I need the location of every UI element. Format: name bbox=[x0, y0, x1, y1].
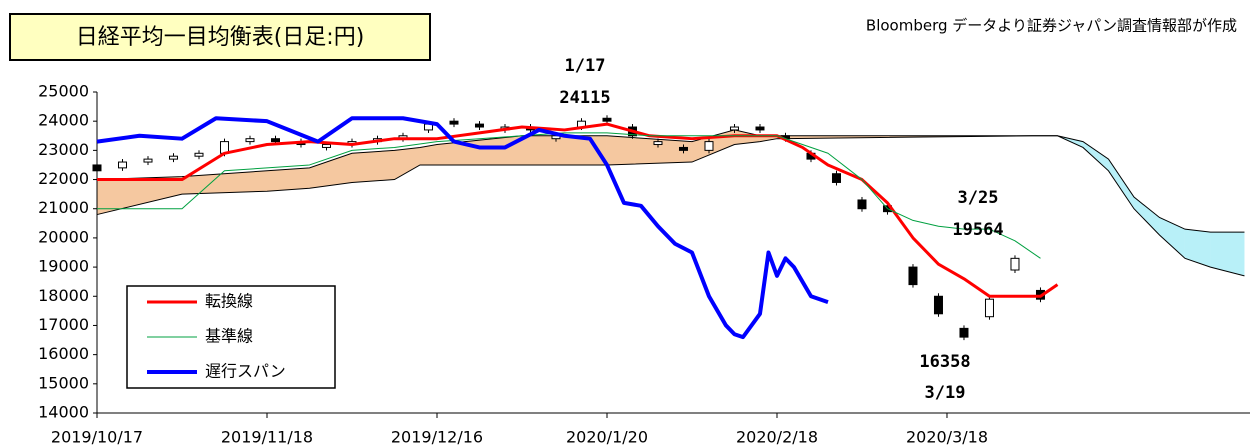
candle-body bbox=[602, 117, 612, 122]
cloud-line bbox=[96, 135, 1245, 233]
line-series bbox=[97, 122, 1059, 298]
candle-body bbox=[831, 173, 841, 183]
y-tick-label: 14000 bbox=[38, 403, 89, 422]
cloud-fill bbox=[394, 147, 420, 180]
cloud-fill bbox=[1210, 232, 1245, 276]
y-tick-label: 22000 bbox=[38, 169, 89, 188]
chart-title: 日経平均一目均衡表(日足:円) bbox=[76, 25, 365, 50]
candle-body bbox=[474, 123, 484, 128]
candle-body bbox=[321, 144, 331, 148]
cloud-fill bbox=[266, 167, 310, 192]
cloud-fill bbox=[521, 135, 607, 165]
x-tick-label: 2019/10/17 bbox=[51, 428, 143, 447]
candle-body bbox=[959, 327, 969, 338]
annotation: 16358 bbox=[919, 352, 970, 372]
annotation: 19564 bbox=[952, 220, 1003, 240]
legend-label: 基準線 bbox=[205, 327, 253, 346]
cloud-fill bbox=[309, 153, 352, 189]
candle-body bbox=[704, 141, 714, 151]
candle-body bbox=[857, 199, 867, 210]
y-tick-label: 20000 bbox=[38, 227, 89, 246]
legend-label: 遅行スパン bbox=[205, 362, 286, 381]
candle-body bbox=[1010, 257, 1020, 271]
x-tick-label: 2019/11/18 bbox=[221, 428, 313, 447]
candle-body bbox=[168, 155, 178, 160]
x-tick-label: 2020/1/20 bbox=[566, 428, 648, 447]
annotation: 1/17 bbox=[565, 56, 606, 76]
cloud-fill bbox=[1159, 217, 1185, 259]
candle-body bbox=[117, 161, 127, 169]
annotation: 24115 bbox=[559, 88, 610, 108]
candle-body bbox=[143, 158, 153, 163]
candle-body bbox=[755, 126, 765, 131]
chart-subtitle: Bloomberg データより証券ジャパン調査情報部が作成 bbox=[866, 17, 1237, 35]
y-tick-label: 15000 bbox=[38, 373, 89, 392]
cloud-fill bbox=[181, 170, 267, 195]
candle-body bbox=[270, 138, 280, 143]
y-tick-label: 25000 bbox=[38, 82, 89, 101]
y-tick-label: 19000 bbox=[38, 257, 89, 276]
cloud-fill bbox=[606, 135, 692, 165]
line-series bbox=[96, 116, 829, 340]
candle-body bbox=[908, 266, 918, 286]
y-tick-label: 23000 bbox=[38, 140, 89, 159]
candle-body bbox=[245, 138, 255, 143]
x-tick-label: 2019/12/16 bbox=[391, 428, 483, 447]
y-tick-label: 17000 bbox=[38, 315, 89, 334]
y-tick-label: 18000 bbox=[38, 286, 89, 305]
candle-body bbox=[194, 152, 204, 157]
candle-body bbox=[92, 164, 102, 172]
candle-body bbox=[449, 120, 459, 125]
candle-body bbox=[729, 126, 739, 131]
title-box bbox=[9, 13, 431, 61]
legend-label: 転換線 bbox=[205, 292, 253, 311]
candle-body bbox=[678, 146, 688, 151]
line-series bbox=[97, 132, 1041, 259]
x-tick-label: 2020/2/18 bbox=[736, 428, 818, 447]
x-tick-label: 2020/3/18 bbox=[906, 428, 988, 447]
cloud-fill bbox=[1082, 141, 1109, 171]
candle-body bbox=[653, 141, 663, 146]
y-tick-label: 16000 bbox=[38, 344, 89, 363]
annotation: 3/25 bbox=[958, 188, 999, 208]
y-tick-label: 24000 bbox=[38, 111, 89, 130]
candle-body bbox=[984, 298, 994, 318]
cloud-fill bbox=[1133, 197, 1160, 235]
annotation: 3/19 bbox=[925, 383, 966, 403]
y-tick-label: 21000 bbox=[38, 198, 89, 217]
cloud-fill bbox=[1184, 229, 1211, 268]
cloud-fill bbox=[351, 150, 395, 183]
candle-body bbox=[933, 295, 943, 315]
cloud-fill bbox=[97, 176, 182, 215]
cloud-fill bbox=[419, 144, 437, 165]
cloud-fill bbox=[1108, 159, 1134, 209]
